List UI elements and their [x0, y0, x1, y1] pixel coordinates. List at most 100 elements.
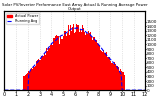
Bar	[87, 34, 88, 90]
Bar	[39, 60, 40, 90]
Bar	[48, 47, 49, 90]
Bar	[31, 68, 32, 90]
Bar	[95, 40, 96, 90]
Bar	[30, 70, 31, 90]
Bar	[108, 57, 109, 90]
Bar	[115, 64, 116, 90]
Bar	[101, 51, 102, 90]
Bar	[77, 25, 79, 90]
Bar	[90, 32, 91, 90]
Bar	[93, 36, 94, 90]
Bar	[35, 66, 36, 90]
Bar	[111, 63, 112, 90]
Bar	[119, 71, 120, 90]
Legend: Actual Power, Running Avg: Actual Power, Running Avg	[6, 13, 39, 24]
Bar	[38, 59, 39, 90]
Bar	[25, 75, 26, 90]
Bar	[68, 25, 69, 90]
Bar	[27, 73, 28, 90]
Bar	[86, 34, 87, 90]
Bar	[53, 38, 54, 90]
Bar	[83, 28, 84, 90]
Bar	[113, 64, 114, 90]
Bar	[43, 56, 44, 90]
Bar	[29, 72, 30, 90]
Bar	[84, 32, 85, 90]
Bar	[28, 71, 29, 90]
Bar	[92, 40, 93, 90]
Bar	[122, 72, 123, 90]
Bar	[46, 48, 47, 90]
Bar	[59, 44, 60, 90]
Bar	[66, 36, 67, 90]
Title: Solar PV/Inverter Performance East Array Actual & Running Average Power Output: Solar PV/Inverter Performance East Array…	[2, 3, 147, 11]
Bar	[40, 60, 41, 90]
Bar	[36, 61, 37, 90]
Bar	[116, 66, 117, 90]
Bar	[110, 61, 111, 90]
Bar	[52, 45, 53, 90]
Bar	[123, 72, 124, 90]
Bar	[33, 66, 34, 90]
Bar	[24, 76, 25, 90]
Bar	[32, 69, 33, 90]
Bar	[54, 38, 55, 90]
Bar	[75, 32, 76, 90]
Bar	[102, 52, 103, 90]
Bar	[71, 31, 72, 90]
Bar	[81, 32, 82, 90]
Bar	[34, 67, 35, 90]
Bar	[62, 39, 63, 90]
Bar	[63, 36, 64, 90]
Bar	[65, 31, 66, 90]
Bar	[67, 33, 68, 90]
Bar	[61, 39, 62, 90]
Bar	[37, 60, 38, 90]
Bar	[114, 62, 115, 90]
Bar	[47, 51, 48, 90]
Bar	[72, 26, 73, 90]
Bar	[96, 40, 97, 90]
Bar	[80, 30, 81, 90]
Bar	[76, 26, 77, 90]
Bar	[51, 44, 52, 90]
Bar	[49, 48, 50, 90]
Bar	[103, 50, 104, 90]
Bar	[50, 45, 51, 90]
Bar	[82, 25, 83, 90]
Bar	[41, 56, 42, 90]
Bar	[58, 36, 59, 90]
Bar	[70, 24, 71, 90]
Bar	[26, 74, 27, 90]
Bar	[57, 36, 58, 90]
Bar	[98, 44, 99, 90]
Bar	[88, 31, 89, 90]
Bar	[124, 75, 125, 90]
Bar	[104, 53, 105, 90]
Bar	[107, 57, 108, 90]
Bar	[73, 24, 74, 90]
Bar	[91, 36, 92, 90]
Bar	[105, 53, 106, 90]
Bar	[112, 63, 113, 90]
Bar	[120, 69, 121, 90]
Bar	[117, 66, 118, 90]
Bar	[64, 31, 65, 90]
Bar	[45, 55, 46, 90]
Bar	[106, 52, 107, 90]
Bar	[55, 36, 56, 90]
Bar	[100, 50, 101, 90]
Bar	[118, 68, 119, 90]
Bar	[85, 35, 86, 90]
Bar	[121, 72, 122, 90]
Bar	[42, 56, 43, 90]
Bar	[94, 37, 95, 90]
Bar	[69, 35, 70, 90]
Bar	[44, 53, 45, 90]
Bar	[97, 43, 98, 90]
Bar	[74, 33, 75, 90]
Bar	[60, 37, 61, 90]
Bar	[79, 25, 80, 90]
Bar	[99, 46, 100, 90]
Bar	[56, 35, 57, 90]
